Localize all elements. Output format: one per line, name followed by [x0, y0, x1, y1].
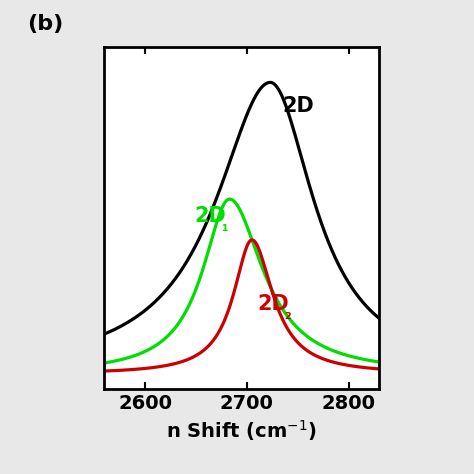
Text: ₂: ₂	[284, 307, 291, 322]
Text: (b): (b)	[27, 14, 64, 34]
Text: 2D: 2D	[283, 96, 314, 116]
X-axis label: n Shift (cm$^{-1}$): n Shift (cm$^{-1}$)	[166, 418, 317, 443]
Text: 2D: 2D	[194, 206, 226, 227]
Text: 2D: 2D	[257, 294, 289, 314]
Text: ₁: ₁	[221, 219, 228, 234]
